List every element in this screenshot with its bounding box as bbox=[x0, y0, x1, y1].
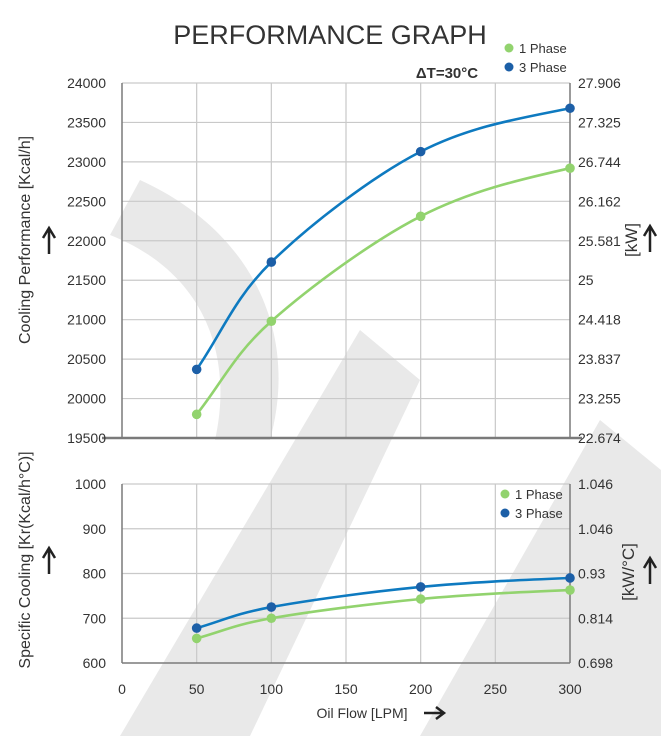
top-panel-series-line-3-phase bbox=[195, 106, 571, 371]
bottom-panel-series-line-3-phase bbox=[196, 576, 571, 630]
x-tick-label: 100 bbox=[260, 681, 284, 697]
delta-t-label: ΔT=30°C bbox=[416, 65, 478, 82]
top-panel-ytick-label: 21000 bbox=[67, 312, 106, 328]
top-panel-point-3-phase bbox=[191, 364, 202, 375]
top-y-arrow-icon bbox=[41, 225, 57, 254]
bottom-panel-point-1-phase bbox=[415, 594, 426, 604]
top-panel-series-line-1-phase bbox=[195, 166, 571, 416]
x-tick-label: 300 bbox=[558, 681, 582, 697]
bottom-panel-ytick-label: 1000 bbox=[75, 476, 106, 492]
top-panel-y2tick-label: 26.744 bbox=[578, 154, 621, 170]
top-panel-y2tick-label: 24.418 bbox=[578, 312, 621, 328]
bottom-panel-y2tick-label: 1.046 bbox=[578, 476, 613, 492]
bottom-panel-point-1-phase bbox=[191, 633, 202, 644]
top-panel-point-1-phase bbox=[191, 409, 202, 420]
top-y2-axis-title: [kW] bbox=[622, 223, 641, 257]
bottom-panel-point-1-phase bbox=[565, 585, 575, 595]
bottom-panel-ytick-label: 800 bbox=[83, 566, 107, 582]
top-panel-y2tick-label: 25.581 bbox=[578, 233, 621, 249]
top-panel-point-3-phase bbox=[415, 146, 426, 157]
top-panel-ytick-label: 22500 bbox=[67, 193, 106, 209]
bottom-panel-y2tick-label: 0.698 bbox=[578, 655, 613, 671]
top-panel-point-3-phase bbox=[565, 103, 575, 114]
top-legend: 1 Phase 3 Phase bbox=[504, 41, 567, 75]
bottom-panel-y2tick-label: 0.93 bbox=[578, 566, 605, 582]
top-panel-y2tick-label: 27.325 bbox=[578, 114, 621, 130]
top-panel-y2tick-label: 23.255 bbox=[578, 391, 621, 407]
bottom-panel-ytick-label: 700 bbox=[83, 610, 107, 626]
bottom-legend-label-3-phase: 3 Phase bbox=[515, 506, 563, 521]
bottom-legend-label-1-phase: 1 Phase bbox=[515, 487, 563, 502]
top-y-axis-title: Cooling Performance [Kcal/h] bbox=[17, 136, 34, 344]
top-panel-ytick-label: 24000 bbox=[67, 75, 106, 91]
top-panel-point-1-phase bbox=[565, 163, 575, 173]
bottom-panel-ytick-label: 600 bbox=[83, 655, 107, 671]
bottom-panel-y2tick-label: 1.046 bbox=[578, 521, 613, 537]
bottom-y2-arrow-icon bbox=[642, 555, 658, 584]
x-axis-title: Oil Flow [LPM] bbox=[316, 705, 407, 721]
x-tick-label: 150 bbox=[334, 681, 358, 697]
top-panel-ytick-label: 19500 bbox=[67, 430, 106, 446]
top-legend-marker-3-phase bbox=[504, 62, 514, 72]
top-legend-label-3-phase: 3 Phase bbox=[519, 60, 567, 75]
bottom-panel-point-3-phase bbox=[415, 582, 426, 592]
bottom-panel-y2tick-label: 0.814 bbox=[578, 610, 613, 626]
top-panel-ytick-label: 22000 bbox=[67, 233, 106, 249]
top-panel-y2tick-label: 26.162 bbox=[578, 193, 621, 209]
watermark-shape bbox=[110, 180, 279, 440]
bottom-panel-series-line-1-phase bbox=[196, 588, 571, 640]
bottom-panel-point-3-phase bbox=[266, 602, 277, 612]
watermark-logo bbox=[110, 180, 661, 736]
top-legend-marker-1-phase bbox=[504, 43, 514, 53]
top-panel-point-1-phase bbox=[266, 316, 277, 327]
bottom-panel-point-3-phase bbox=[565, 573, 575, 583]
top-panel-y2tick-label: 27.906 bbox=[578, 75, 621, 91]
bottom-legend: 1 Phase 3 Phase bbox=[500, 487, 563, 521]
top-panel-y2tick-label: 25 bbox=[578, 272, 594, 288]
bottom-panel-ytick-label: 900 bbox=[83, 521, 107, 537]
top-panel-ytick-label: 21500 bbox=[67, 272, 106, 288]
top-panel-ytick-label: 20000 bbox=[67, 391, 106, 407]
bottom-y2-axis-title: [kW/°C] bbox=[619, 543, 638, 601]
x-tick-label: 50 bbox=[189, 681, 205, 697]
bottom-y-axis-title: Specific Cooling [Kr(Kcal/h°C)] bbox=[17, 451, 34, 668]
bottom-y-arrow-icon bbox=[41, 545, 57, 574]
top-panel-ytick-label: 20500 bbox=[67, 351, 106, 367]
bottom-panel-point-3-phase bbox=[191, 623, 202, 633]
top-panel-y2tick-label: 23.837 bbox=[578, 351, 621, 367]
bottom-legend-marker-3-phase bbox=[500, 508, 510, 518]
top-panel-point-1-phase bbox=[415, 211, 426, 222]
chart-title: PERFORMANCE GRAPH bbox=[173, 20, 487, 50]
top-panel-ytick-label: 23000 bbox=[67, 154, 106, 170]
bottom-panel-point-1-phase bbox=[266, 613, 277, 624]
top-panel-point-3-phase bbox=[266, 257, 277, 267]
top-y2-arrow-icon bbox=[642, 223, 658, 252]
top-panel-ytick-label: 23500 bbox=[67, 114, 106, 130]
top-panel-y2tick-label: 22.674 bbox=[578, 430, 621, 446]
bottom-legend-marker-1-phase bbox=[500, 489, 510, 499]
x-tick-label: 200 bbox=[409, 681, 433, 697]
x-tick-label: 250 bbox=[484, 681, 508, 697]
top-legend-label-1-phase: 1 Phase bbox=[519, 41, 567, 56]
x-axis-arrow-icon bbox=[424, 706, 447, 720]
x-tick-label: 0 bbox=[118, 681, 126, 697]
